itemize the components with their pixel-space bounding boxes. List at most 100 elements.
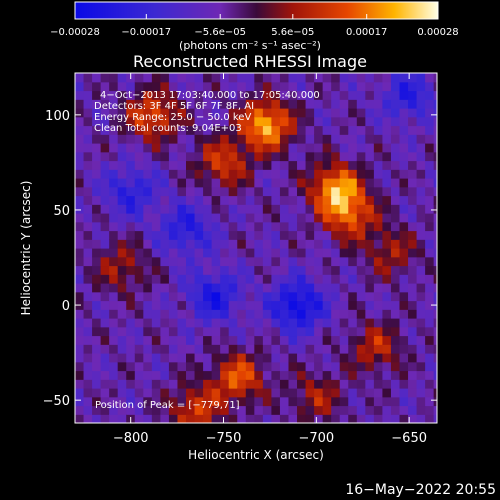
heatmap-cell — [425, 195, 435, 205]
heatmap-cell — [237, 414, 247, 423]
heatmap-cell — [408, 353, 418, 363]
heatmap-cell — [83, 353, 93, 363]
heatmap-cell — [356, 81, 366, 92]
heatmap-cell — [279, 116, 290, 127]
heatmap-cell — [100, 125, 110, 135]
heatmap-cell — [425, 204, 435, 214]
heatmap-cell — [177, 169, 187, 179]
heatmap-cell — [425, 370, 435, 380]
heatmap-cell — [433, 335, 437, 345]
heatmap-cell — [160, 169, 170, 179]
heatmap-cell — [220, 239, 230, 249]
heatmap-cell — [279, 239, 290, 249]
heatmap-cell — [288, 116, 298, 127]
heatmap-cell — [390, 160, 401, 170]
heatmap-cell — [331, 265, 341, 275]
heatmap-cell — [262, 160, 273, 170]
heatmap-cell — [177, 134, 187, 144]
heatmap-cell — [126, 125, 136, 135]
heatmap-cell — [151, 178, 161, 188]
heatmap-cell — [322, 283, 332, 293]
heatmap-cell — [425, 221, 435, 232]
heatmap-cell — [75, 344, 85, 354]
heatmap-cell — [279, 361, 290, 372]
heatmap-cell — [237, 99, 247, 109]
heatmap-cell — [271, 326, 281, 337]
heatmap-cell — [177, 265, 187, 275]
heatmap-cell — [365, 108, 375, 118]
heatmap-cell — [390, 108, 401, 118]
heatmap-cell — [322, 256, 332, 267]
heatmap-cell — [186, 230, 196, 240]
heatmap-cell — [254, 143, 264, 153]
heatmap-cell — [399, 361, 409, 372]
heatmap-cell — [425, 99, 435, 109]
heatmap-cell — [314, 169, 324, 179]
heatmap-cell — [134, 344, 144, 354]
heatmap-cell — [92, 344, 102, 354]
heatmap-cell — [279, 230, 290, 240]
heatmap-cell — [245, 326, 255, 337]
heatmap-cell — [399, 108, 409, 118]
heatmap-cell — [382, 370, 392, 380]
heatmap-cell — [160, 396, 170, 407]
heatmap-cell — [83, 221, 93, 232]
x-tick-label: −800 — [113, 431, 149, 446]
heatmap-cell — [373, 256, 384, 267]
heatmap-cell — [331, 178, 341, 188]
heatmap-cell — [117, 326, 127, 337]
heatmap-cell — [168, 256, 179, 267]
heatmap-cell — [92, 151, 102, 162]
heatmap-cell — [109, 169, 119, 179]
heatmap-cell — [75, 248, 85, 258]
heatmap-cell — [151, 134, 161, 144]
heatmap-cell — [237, 283, 247, 293]
heatmap-cell — [339, 309, 349, 319]
heatmap-cell — [211, 274, 221, 284]
heatmap-cell — [186, 195, 196, 205]
heatmap-cell — [117, 396, 127, 407]
heatmap-cell — [322, 151, 332, 162]
heatmap-cell — [390, 178, 401, 188]
heatmap-cell — [399, 73, 409, 83]
heatmap-cell — [83, 81, 93, 92]
heatmap-cell — [92, 221, 102, 232]
heatmap-cell — [279, 283, 290, 293]
heatmap-cell — [288, 405, 298, 415]
heatmap-cell — [382, 204, 392, 214]
heatmap-cell — [151, 265, 161, 275]
heatmap-cell — [151, 274, 161, 284]
heatmap-cell — [92, 396, 102, 407]
heatmap-cell — [134, 195, 144, 205]
heatmap-cell — [365, 90, 375, 100]
heatmap-cell — [220, 335, 230, 345]
heatmap-cell — [390, 186, 401, 197]
heatmap-cell — [365, 239, 375, 249]
heatmap-cell — [92, 213, 102, 223]
heatmap-cell — [382, 73, 392, 74]
heatmap-cell — [134, 248, 144, 258]
heatmap-cell — [100, 405, 110, 415]
heatmap-cell — [331, 221, 341, 232]
heatmap-cell — [271, 335, 281, 345]
heatmap-cell — [399, 143, 409, 153]
heatmap-cell — [177, 370, 187, 380]
heatmap-cell — [416, 414, 426, 423]
heatmap-cell — [373, 160, 384, 170]
heatmap-cell — [339, 300, 349, 310]
heatmap-cell — [254, 90, 264, 100]
heatmap-cell — [100, 195, 110, 205]
heatmap-cell — [237, 353, 247, 363]
heatmap-cell — [399, 116, 409, 127]
heatmap-cell — [399, 318, 409, 328]
heatmap-cell — [117, 73, 127, 74]
heatmap-cell — [254, 353, 264, 363]
heatmap-cell — [211, 81, 221, 92]
heatmap-cell — [134, 256, 144, 267]
heatmap-cell — [245, 125, 255, 135]
heatmap-cell — [322, 388, 332, 398]
heatmap-cell — [356, 248, 366, 258]
heatmap-cell — [220, 195, 230, 205]
heatmap-cell — [143, 90, 153, 100]
heatmap-cell — [177, 344, 187, 354]
